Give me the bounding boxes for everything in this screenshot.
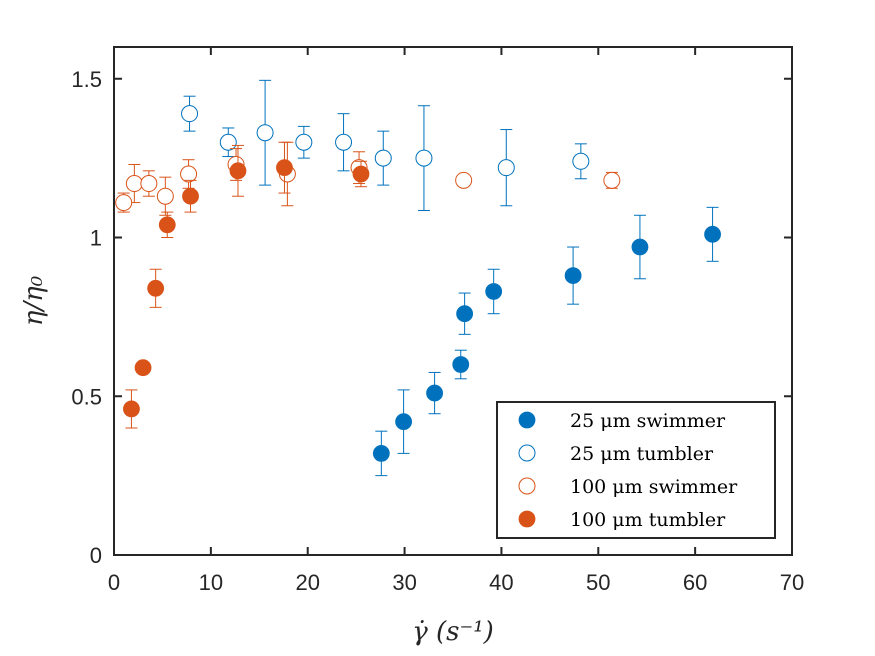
data-point <box>603 171 621 189</box>
legend-marker <box>518 444 536 462</box>
legend-label: 25 μm tumbler <box>570 443 714 465</box>
data-point <box>158 216 176 234</box>
data-point <box>455 171 473 189</box>
x-tick-label: 30 <box>392 570 416 595</box>
data-point <box>229 162 247 180</box>
data-point <box>452 356 470 373</box>
x-tick-label: 10 <box>199 570 223 595</box>
data-point <box>123 400 140 418</box>
data-point <box>704 225 721 243</box>
legend-marker <box>518 510 536 528</box>
data-point <box>352 165 370 183</box>
data-point <box>374 149 392 167</box>
x-tick-label: 0 <box>108 570 120 595</box>
legend: 25 μm swimmer 25 μm tumbler 100 μm swimmer… <box>496 401 776 539</box>
data-point <box>485 283 503 300</box>
axes-layer: 0 10 20 30 40 50 60 70 0 0.5 1 1.5 <box>71 46 804 595</box>
data-point <box>140 175 158 193</box>
data-point <box>134 359 152 377</box>
data-point <box>415 149 433 167</box>
y-tick-label: 0 <box>90 543 102 568</box>
data-point <box>180 165 198 183</box>
legend-label: 25 μm swimmer <box>570 410 726 432</box>
legend-label: 100 μm tumbler <box>570 509 726 531</box>
series-1 <box>181 79 590 212</box>
x-tick-label: 50 <box>586 570 610 595</box>
x-tick-label: 20 <box>295 570 319 595</box>
series-layer <box>115 79 721 477</box>
data-point <box>156 187 174 205</box>
data-point <box>182 187 199 205</box>
y-tick-label: 0.5 <box>71 384 102 409</box>
y-axis-label: η/η₀ <box>19 275 49 326</box>
data-point <box>181 105 199 123</box>
data-point <box>115 194 133 212</box>
data-point <box>426 384 443 402</box>
series-2 <box>115 141 621 216</box>
data-point <box>276 159 293 177</box>
axes-frame <box>113 46 793 556</box>
legend-label: 100 μm swimmer <box>570 476 738 498</box>
y-tick-label: 1 <box>90 226 102 251</box>
data-point <box>147 279 165 297</box>
x-tick-label: 40 <box>489 570 513 595</box>
data-point <box>572 152 590 170</box>
x-axis-label: γ̇ (s⁻¹) <box>412 617 494 647</box>
y-tick-label: 1.5 <box>71 67 102 92</box>
data-point <box>456 305 474 323</box>
series-0 <box>372 206 721 477</box>
legend-box <box>496 401 776 539</box>
legend-marker <box>518 411 536 429</box>
data-point <box>335 133 353 151</box>
data-point <box>219 133 237 151</box>
x-tick-label: 60 <box>683 570 707 595</box>
x-tick-label: 70 <box>780 570 804 595</box>
data-point <box>372 444 390 462</box>
data-point <box>395 413 413 431</box>
data-point <box>497 159 515 177</box>
data-point <box>631 238 649 256</box>
data-point <box>564 267 582 285</box>
data-point <box>256 124 274 142</box>
legend-marker <box>518 477 536 495</box>
data-point <box>295 133 313 151</box>
series-3 <box>123 141 370 429</box>
data-point <box>125 175 143 193</box>
